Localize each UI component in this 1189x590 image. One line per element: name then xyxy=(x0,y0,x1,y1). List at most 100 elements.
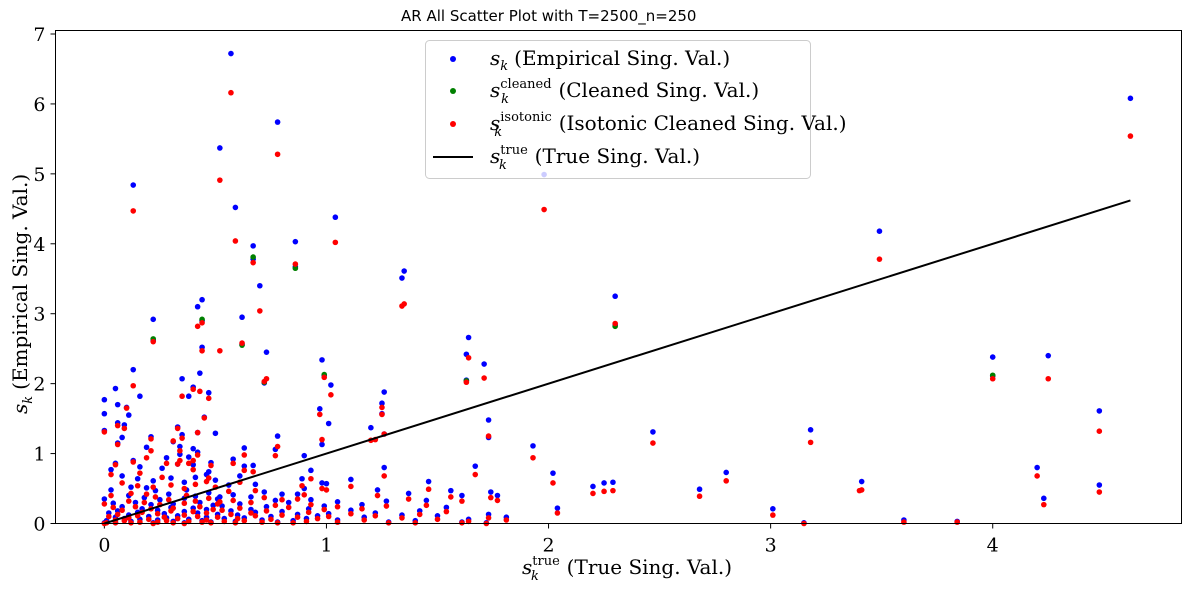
isotonic-point xyxy=(228,89,234,96)
empirical-point xyxy=(401,268,407,274)
isotonic-point xyxy=(383,503,390,509)
empirical-point xyxy=(125,412,132,418)
empirical-point xyxy=(101,410,108,417)
isotonic-point xyxy=(250,468,256,475)
empirical-point xyxy=(459,492,465,499)
isotonic-point xyxy=(154,510,161,517)
isotonic-point xyxy=(174,425,181,432)
empirical-point xyxy=(192,474,199,481)
isotonic-point xyxy=(217,347,223,354)
legend-dot-marker xyxy=(450,121,456,127)
isotonic-point xyxy=(319,485,325,492)
empirical-point xyxy=(550,470,556,476)
empirical-point xyxy=(137,393,143,400)
isotonic-point xyxy=(954,519,960,525)
isotonic-point xyxy=(303,518,310,525)
empirical-point xyxy=(194,303,201,310)
empirical-point xyxy=(185,393,192,400)
empirical-point xyxy=(650,429,656,435)
label-text: (Empirical Sing. Val.) xyxy=(8,174,32,390)
isotonic-point xyxy=(601,488,607,495)
empirical-point xyxy=(237,501,243,507)
empirical-point xyxy=(292,238,299,245)
label-symbol: s xyxy=(490,78,500,102)
empirical-point xyxy=(1034,464,1040,471)
isotonic-point xyxy=(381,473,387,479)
isotonic-point xyxy=(181,500,188,507)
isotonic-point xyxy=(274,520,281,526)
y-tick-label: 5 xyxy=(33,164,45,186)
empirical-point xyxy=(481,361,487,367)
empirical-point xyxy=(274,433,281,439)
isotonic-point xyxy=(232,238,239,244)
empirical-point xyxy=(448,487,454,494)
label-symbol: s xyxy=(490,144,500,168)
empirical-point xyxy=(263,349,270,355)
empirical-point xyxy=(294,491,301,497)
isotonic-point xyxy=(332,239,339,246)
empirical-point xyxy=(137,464,143,470)
isotonic-point xyxy=(328,392,334,398)
isotonic-point xyxy=(856,487,863,494)
isotonic-point xyxy=(228,511,234,518)
empirical-point xyxy=(132,499,139,506)
isotonic-point xyxy=(134,482,141,489)
empirical-point xyxy=(232,204,239,211)
isotonic-point xyxy=(261,378,268,385)
x-tick-label: 1 xyxy=(320,535,332,557)
label-symbol: s xyxy=(522,555,532,579)
isotonic-point xyxy=(274,151,281,158)
isotonic-point xyxy=(197,388,203,395)
empirical-point xyxy=(101,396,108,403)
isotonic-point xyxy=(412,520,419,526)
isotonic-point xyxy=(1127,133,1134,139)
isotonic-point xyxy=(696,493,703,500)
isotonic-point xyxy=(125,498,132,504)
label-text: (Empirical Sing. Val.) xyxy=(514,46,730,70)
empirical-point xyxy=(274,119,281,125)
isotonic-point xyxy=(1096,489,1103,495)
empirical-point xyxy=(374,487,381,493)
label-subscript: k xyxy=(501,92,509,107)
empirical-point xyxy=(143,444,150,451)
empirical-point xyxy=(143,485,150,491)
empirical-point xyxy=(217,145,223,151)
isotonic-point xyxy=(263,508,270,514)
isotonic-point xyxy=(112,461,119,468)
empirical-point xyxy=(112,385,119,392)
isotonic-point xyxy=(465,518,472,525)
y-tick-label: 1 xyxy=(33,444,45,466)
empirical-point xyxy=(807,426,814,433)
empirical-point xyxy=(328,382,334,388)
isotonic-point xyxy=(181,512,188,518)
y-tick-label: 4 xyxy=(33,234,45,256)
isotonic-point xyxy=(199,320,205,326)
label-superscript: true xyxy=(532,554,560,569)
empirical-point xyxy=(1127,95,1134,102)
label-subscript: k xyxy=(21,396,36,404)
empirical-point xyxy=(334,499,341,505)
empirical-point xyxy=(494,492,501,499)
isotonic-point xyxy=(301,492,308,498)
empirical-point xyxy=(285,499,292,506)
isotonic-point xyxy=(321,374,328,381)
isotonic-point xyxy=(101,501,108,507)
isotonic-point xyxy=(168,482,174,488)
isotonic-point xyxy=(210,506,216,513)
isotonic-point xyxy=(214,514,221,521)
plot-frame xyxy=(55,30,1182,524)
isotonic-point xyxy=(399,303,405,309)
isotonic-point xyxy=(443,508,450,515)
legend-label: sk (Empirical Sing. Val.) xyxy=(490,46,730,74)
isotonic-point xyxy=(203,510,210,516)
empirical-point xyxy=(197,499,203,506)
isotonic-point xyxy=(128,520,134,526)
isotonic-point xyxy=(194,513,201,520)
isotonic-point xyxy=(361,517,368,523)
data-marks xyxy=(101,50,1134,527)
isotonic-point xyxy=(416,511,423,518)
isotonic-point xyxy=(259,519,265,525)
empirical-point xyxy=(157,496,163,503)
empirical-point xyxy=(989,354,996,360)
